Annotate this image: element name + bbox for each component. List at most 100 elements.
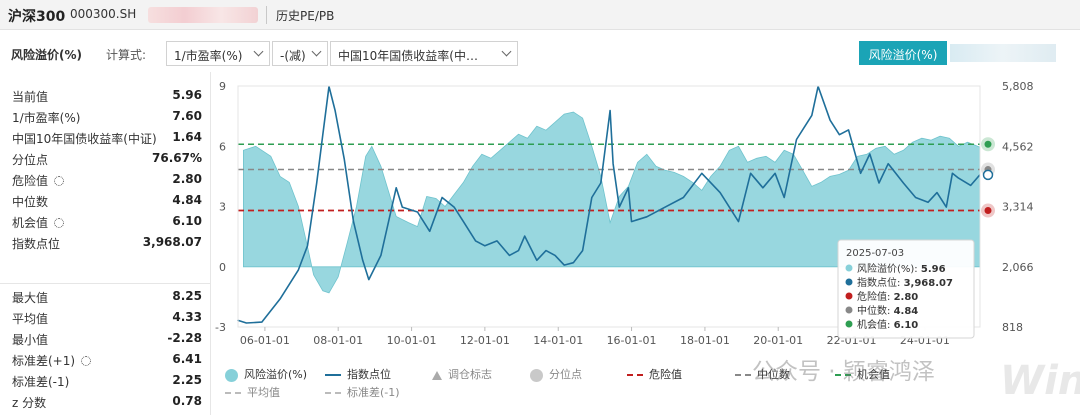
stat-value: -2.28 <box>167 331 202 345</box>
legend-item-risk-premium[interactable]: 风险溢价(%) <box>225 366 307 382</box>
stat-label: 最小值 <box>12 333 49 347</box>
gear-icon[interactable] <box>81 356 92 366</box>
stat-label: 标准差(-1) <box>12 375 70 389</box>
legend-label: 机会值 <box>857 368 890 381</box>
stat-pe-inverse: 1/市盈率(%) 7.60 <box>12 109 202 127</box>
legend-item-index[interactable]: 指数点位 <box>325 366 391 382</box>
triangle-icon <box>432 370 442 380</box>
formula-select-bond[interactable]: 中国10年国债收益率(中… <box>330 41 518 66</box>
legend-label: 标准差(-1) <box>347 386 400 399</box>
danger-end-dot <box>984 207 992 215</box>
tooltip-dot <box>845 306 853 314</box>
index-name: 沪深300 <box>8 9 66 25</box>
stat-value: 8.25 <box>172 289 202 303</box>
formula-select-pe[interactable]: 1/市盈率(%) <box>166 41 270 66</box>
stats-panel: 当前值 5.96 1/市盈率(%) 7.60 中国10年国债收益率(中证) 1.… <box>0 0 210 415</box>
watermark-text: 公众号 · 颖睿鸿泽 <box>752 359 935 385</box>
x-tick-label: 18-01-01 <box>680 334 730 347</box>
stat-label: 中位数 <box>12 195 49 209</box>
chevron-down-icon <box>253 46 264 57</box>
legend-label: 平均值 <box>247 386 280 399</box>
tooltip-label: 机会值: <box>857 318 894 331</box>
gear-icon[interactable] <box>54 176 65 186</box>
legend-item-std-minus[interactable]: 标准差(-1) <box>325 384 400 400</box>
opportunity-end-dot <box>984 140 992 148</box>
y-right-tick-label: 3,314 <box>1002 201 1034 214</box>
stat-label: z 分数 <box>12 396 47 410</box>
stat-label-wrap: 危险值 <box>12 172 65 189</box>
legend-item-danger[interactable]: 危险值 <box>627 366 682 382</box>
y-left-tick-label: -3 <box>215 321 226 334</box>
divider <box>0 283 210 284</box>
y-right-tick-label: 5,808 <box>1002 80 1034 93</box>
tooltip-dot <box>845 278 853 286</box>
stat-value: 76.67% <box>152 151 202 165</box>
dashed-line-icon <box>627 374 643 376</box>
x-tick-label: 06-01-01 <box>240 334 290 347</box>
y-left-tick-label: 3 <box>219 201 226 214</box>
tooltip-row: 机会值: 6.10 <box>857 318 918 331</box>
blurred-region <box>950 44 1056 62</box>
legend-label: 分位点 <box>549 368 582 381</box>
tooltip-label: 风险溢价(%): <box>857 262 921 275</box>
stat-std-minus: 标准差(-1) 2.25 <box>12 373 202 391</box>
tooltip-value: 3,968.07 <box>904 278 953 289</box>
stat-max: 最大值 8.25 <box>12 289 202 307</box>
risk-premium-chart[interactable]: 9 6 3 0 -3 5,808 4,562 3,314 2,066 818 06-01-01 08-… <box>210 72 1080 362</box>
axes: 9 6 3 0 -3 5,808 4,562 3,314 2,066 818 06-01-01 08-… <box>215 80 1033 347</box>
formula-select-operator-value: -(减) <box>280 49 306 63</box>
y-right-tick-label: 2,066 <box>1002 261 1034 274</box>
x-tick-label: 10-01-01 <box>387 334 437 347</box>
stat-value: 1.64 <box>172 130 202 144</box>
divider <box>266 6 267 24</box>
legend-item-percentile[interactable]: 分位点 <box>530 366 582 382</box>
stat-value: 4.33 <box>172 310 202 324</box>
legend-label: 指数点位 <box>347 368 391 381</box>
divider <box>210 72 211 415</box>
y-left-tick-label: 0 <box>219 261 226 274</box>
stat-label-wrap: 机会值 <box>12 214 65 231</box>
stat-label: 当前值 <box>12 90 49 104</box>
x-tick-label: 08-01-01 <box>313 334 363 347</box>
risk-premium-button[interactable]: 风险溢价(%) <box>859 41 947 65</box>
dashed-line-icon <box>735 374 751 376</box>
mode-label[interactable]: 历史PE/PB <box>276 9 335 23</box>
legend-label: 危险值 <box>649 368 682 381</box>
gear-icon[interactable] <box>54 218 65 228</box>
dashed-line-icon <box>835 374 851 376</box>
x-tick-label: 14-01-01 <box>533 334 583 347</box>
tooltip-row: 风险溢价(%): 5.96 <box>857 262 946 275</box>
top-bar: 沪深300 000300.SH 历史PE/PB <box>0 0 1080 30</box>
index-end-marker <box>982 169 994 181</box>
stat-label: 中国10年国债收益率(中证) <box>12 132 157 146</box>
stat-label: 分位点 <box>12 153 49 167</box>
tooltip-dot <box>845 320 853 328</box>
tooltip-row: 中位数: 4.84 <box>857 304 918 317</box>
stat-opportunity: 机会值 6.10 <box>12 214 202 232</box>
metric-title: 风险溢价(%) <box>11 48 82 62</box>
legend-item-opportunity[interactable]: 机会值 <box>835 366 890 382</box>
tooltip-label: 指数点位: <box>857 276 904 289</box>
index-line <box>237 85 981 324</box>
risk-premium-area <box>243 111 981 294</box>
stat-label: 1/市盈率(%) <box>12 111 81 125</box>
stat-label-wrap: 标准差(+1) <box>12 352 92 369</box>
stat-std-plus: 标准差(+1) 6.41 <box>12 352 202 370</box>
index-line-layer <box>237 85 981 324</box>
circle-icon <box>530 368 543 382</box>
stat-value: 4.84 <box>172 193 202 207</box>
tooltip-label: 危险值: <box>857 290 894 303</box>
stat-bond-yield: 中国10年国债收益率(中证) 1.64 <box>12 130 202 148</box>
stat-label: 标准差(+1) <box>12 354 76 368</box>
legend-item-median[interactable]: 中位数 <box>735 366 790 382</box>
formula-select-operator[interactable]: -(减) <box>272 41 328 66</box>
stat-percentile: 分位点 76.67% <box>12 151 202 169</box>
legend-item-adjust[interactable]: 调仓标志 <box>432 366 492 382</box>
stat-min: 最小值 -2.28 <box>12 331 202 349</box>
controls-bar: 风险溢价(%) 计算式: 1/市盈率(%) -(减) 中国10年国债收益率(中…… <box>0 40 1080 68</box>
tooltip-value: 2.80 <box>894 292 919 303</box>
area-layer <box>243 111 981 294</box>
stat-label: 最大值 <box>12 291 49 305</box>
formula-select-bond-value: 中国10年国债收益率(中… <box>338 49 478 63</box>
legend-item-mean[interactable]: 平均值 <box>225 384 280 400</box>
